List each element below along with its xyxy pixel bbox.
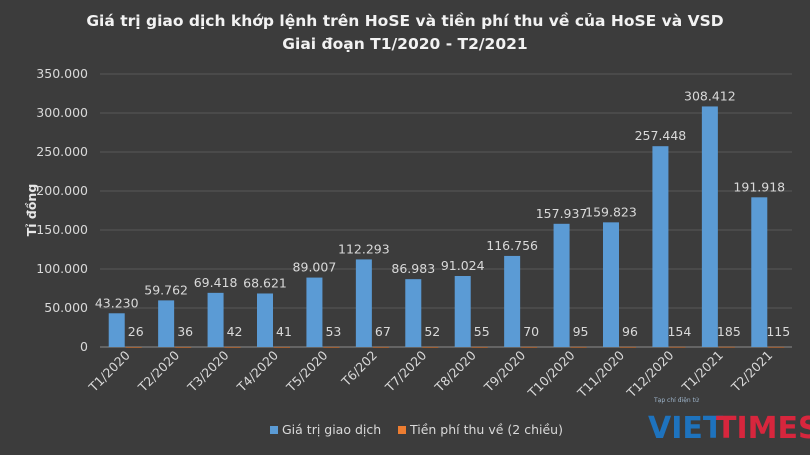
legend: Giá trị giao dịch Tiền phí thu về (2 chiề… — [270, 422, 563, 437]
bars — [108, 106, 785, 348]
data-label-gia-tri: 69.418 — [194, 275, 238, 290]
bar-tien-phi — [471, 346, 488, 348]
watermark-caption: Tạp chí điện tử — [653, 397, 700, 404]
bar-tien-phi — [521, 346, 538, 348]
x-tick-label: T2/2020 — [134, 347, 182, 395]
bar-tien-phi — [422, 346, 439, 348]
x-tick-label: T8/2020 — [431, 347, 479, 395]
y-tick-label: 150.000 — [36, 222, 88, 237]
bar-gia-tri-giao-dich — [504, 255, 521, 347]
data-label-gia-tri: 91.024 — [441, 258, 485, 273]
data-label-gia-tri: 308.412 — [684, 88, 736, 103]
data-label-tien-phi: 115 — [766, 324, 790, 339]
data-label-gia-tri: 68.621 — [243, 275, 287, 290]
y-tick-label: 250.000 — [36, 144, 88, 159]
bar-tien-phi — [570, 346, 587, 348]
data-label-gia-tri: 86.983 — [391, 261, 435, 276]
watermark: Tạp chí điện tử VIET TIMES — [648, 397, 810, 446]
bar-gia-tri-giao-dich — [405, 279, 422, 347]
bar-gia-tri-giao-dich — [355, 259, 372, 347]
bar-gia-tri-giao-dich — [207, 292, 224, 347]
data-label-tien-phi: 52 — [424, 324, 440, 339]
bar-gia-tri-giao-dich — [108, 313, 125, 347]
x-axis-ticks: T1/2020 T2/2020 T3/2020 T4/2020 T5/2020 T6/20… — [85, 347, 775, 400]
bar-tien-phi — [768, 346, 785, 348]
data-label-tien-phi: 53 — [325, 324, 341, 339]
data-label-gia-tri: 112.293 — [338, 241, 390, 256]
y-tick-label: 350.000 — [36, 66, 88, 81]
legend-label-tien-phi: Tiền phí thu về (2 chiều) — [409, 422, 563, 437]
bar-tien-phi — [274, 346, 290, 348]
x-tick-label: T10/2020 — [524, 347, 577, 400]
bar-tien-phi — [224, 346, 241, 348]
data-label-tien-phi: 42 — [227, 324, 243, 339]
bar-tien-phi — [669, 346, 686, 348]
x-tick-label: T9/2020 — [480, 347, 528, 395]
bar-gia-tri-giao-dich — [553, 223, 570, 347]
bar-tien-phi — [372, 346, 389, 348]
data-label-tien-phi: 36 — [177, 324, 193, 339]
x-tick-label: T3/2020 — [184, 347, 232, 395]
x-tick-label: T5/2020 — [283, 347, 331, 395]
data-label-gia-tri: 43.230 — [95, 295, 139, 310]
bar-gia-tri-giao-dich — [751, 197, 768, 347]
data-label-tien-phi: 41 — [276, 324, 292, 339]
data-label-gia-tri: 116.756 — [486, 238, 538, 253]
data-label-gia-tri: 89.007 — [293, 260, 337, 275]
watermark-brand-viet: VIET — [648, 411, 724, 446]
gridlines — [100, 73, 792, 348]
data-label-tien-phi: 95 — [573, 324, 589, 339]
chart-title: Giá trị giao dịch khớp lệnh trên HoSE và… — [86, 11, 723, 30]
y-tick-label: 300.000 — [36, 105, 88, 120]
y-tick-label: 200.000 — [36, 183, 88, 198]
data-label-gia-tri: 159.823 — [585, 204, 637, 219]
data-label-tien-phi: 185 — [717, 324, 741, 339]
data-label-gia-tri: 257.448 — [635, 128, 687, 143]
x-tick-label: T7/2020 — [382, 347, 430, 395]
x-tick-label: T11/2020 — [574, 347, 627, 400]
x-tick-label: T4/2020 — [233, 347, 281, 395]
bar-gia-tri-giao-dich — [158, 300, 175, 347]
legend-swatch-gia-tri — [270, 426, 278, 434]
data-labels: 43.230 26 59.762 36 69.418 42 68.621 41 89.007 53… — [95, 88, 790, 339]
bar-gia-tri-giao-dich — [454, 276, 471, 347]
bar-tien-phi — [323, 346, 340, 348]
x-tick-label: T2/2021 — [728, 348, 776, 396]
data-label-tien-phi: 70 — [523, 324, 539, 339]
data-label-gia-tri: 59.762 — [144, 282, 188, 297]
y-tick-label: 0 — [80, 339, 88, 354]
data-label-gia-tri: 191.918 — [733, 179, 785, 194]
bar-tien-phi — [125, 346, 142, 348]
x-tick-label: T1/2021 — [678, 348, 726, 396]
watermark-brand-times: TIMES — [716, 411, 810, 446]
data-label-tien-phi: 154 — [667, 324, 691, 339]
bar-gia-tri-giao-dich — [257, 293, 273, 347]
x-tick-label: T1/2020 — [85, 347, 133, 395]
bar-tien-phi — [718, 346, 735, 348]
data-label-tien-phi: 26 — [128, 324, 144, 339]
bar-gia-tri-giao-dich — [652, 146, 669, 347]
bar-gia-tri-giao-dich — [603, 222, 619, 347]
y-tick-label: 100.000 — [36, 261, 88, 276]
x-tick-label: T12/2020 — [623, 347, 676, 400]
data-label-gia-tri: 157.937 — [536, 206, 588, 221]
data-label-tien-phi: 67 — [375, 324, 391, 339]
legend-label-gia-tri: Giá trị giao dịch — [282, 422, 381, 437]
y-tick-label: 50.000 — [44, 300, 88, 315]
y-axis-label: Tỉ đồng — [24, 184, 39, 237]
bar-gia-tri-giao-dich — [306, 277, 323, 347]
chart-subtitle: Giai đoạn T1/2020 - T2/2021 — [282, 35, 527, 53]
bar-tien-phi — [620, 346, 636, 348]
bar-gia-tri-giao-dich — [701, 106, 718, 348]
y-axis-ticks: 0 50.000 100.000 150.000 200.000 250.000 300.0… — [36, 66, 88, 354]
data-label-tien-phi: 96 — [622, 324, 638, 339]
x-tick-label: T6/202 — [338, 348, 380, 390]
legend-swatch-tien-phi — [398, 426, 406, 434]
data-label-tien-phi: 55 — [474, 324, 490, 339]
bar-tien-phi — [175, 346, 192, 348]
